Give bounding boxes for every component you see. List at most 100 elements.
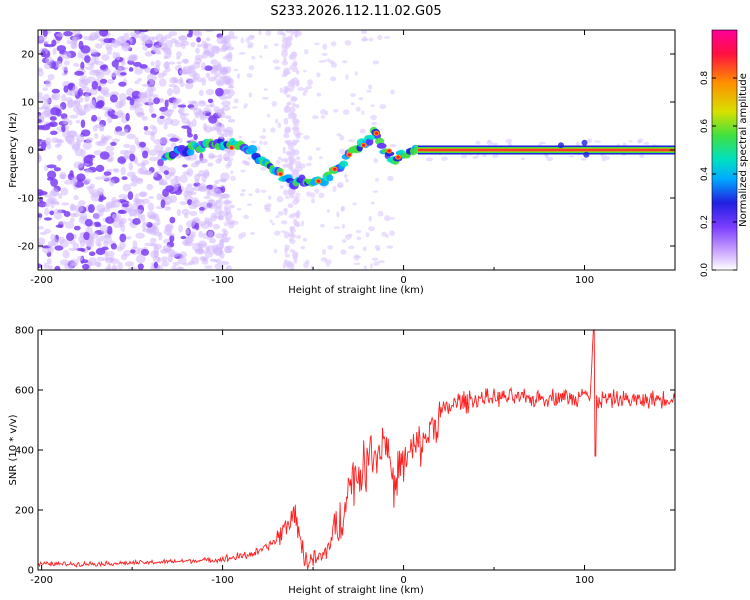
noise-blob [79, 212, 88, 221]
noise-blob [320, 223, 326, 228]
noise-blob [259, 140, 263, 145]
noise-blob [99, 151, 110, 160]
noise-blob [276, 30, 284, 36]
noise-blob [185, 228, 190, 235]
noise-blob [153, 243, 162, 250]
noise-blob [38, 189, 44, 197]
noise-blob [51, 39, 57, 47]
noise-blob [101, 106, 109, 111]
noise-blob [72, 242, 80, 251]
noise-blob [307, 79, 313, 86]
noise-blob [222, 105, 231, 112]
noise-blob [158, 78, 167, 87]
noise-blob [105, 251, 115, 257]
snr-panel: -200 -100 0 100 0 200 400 600 800 Height of stra… [8, 326, 676, 596]
noise-blob [112, 51, 118, 60]
noise-blob [67, 99, 74, 109]
noise-blob [136, 209, 141, 216]
noise-blob [207, 98, 214, 104]
noise-blob [187, 100, 198, 105]
noise-blob [160, 111, 169, 116]
noise-blob [361, 30, 368, 35]
noise-blob [290, 30, 294, 37]
noise-blob [339, 148, 346, 155]
noise-blob [204, 171, 210, 177]
noise-blob [284, 209, 288, 216]
noise-blob [118, 209, 125, 214]
noise-blob [208, 51, 215, 59]
noise-blob [164, 34, 173, 39]
noise-blob [123, 249, 132, 257]
noise-blob [352, 202, 357, 206]
noise-blob [263, 140, 268, 146]
noise-blob [181, 125, 191, 129]
noise-blob [373, 158, 378, 163]
noise-blob [105, 216, 115, 224]
noise-blob [294, 30, 299, 38]
noise-blob [158, 41, 165, 46]
noise-blob [114, 199, 121, 203]
noise-blob [291, 112, 297, 119]
noise-blob [214, 263, 223, 270]
noise-blob [295, 134, 301, 139]
noise-blob [153, 97, 160, 105]
noise-blob [248, 92, 253, 98]
noise-blob [156, 218, 161, 226]
noise-blob [105, 43, 112, 50]
noise-blob [51, 188, 59, 197]
noise-blob [229, 170, 234, 175]
noise-blob [142, 198, 150, 204]
noise-blob [294, 166, 300, 171]
noise-blob [116, 130, 125, 136]
noise-blob [170, 119, 180, 127]
noise-blob [135, 232, 145, 239]
noise-blob [637, 138, 644, 143]
noise-blob [594, 140, 601, 143]
noise-blob [128, 162, 134, 171]
noise-blob [140, 96, 148, 104]
noise-blob [194, 248, 201, 253]
noise-blob [38, 36, 45, 44]
noise-blob [73, 161, 84, 169]
noise-blob [277, 211, 284, 216]
noise-blob [38, 225, 44, 230]
noise-blob [81, 263, 90, 270]
noise-blob [216, 258, 222, 264]
noise-blob [127, 267, 138, 270]
noise-blob [215, 158, 222, 164]
noise-blob [42, 30, 48, 37]
colorbar-tick-label: 0.4 [700, 167, 710, 182]
noise-blob [304, 259, 310, 265]
noise-blob [53, 212, 63, 220]
noise-blob [204, 220, 210, 224]
noise-blob [43, 62, 52, 70]
noise-blob [240, 188, 246, 193]
noise-blob [62, 249, 70, 259]
noise-blob [368, 37, 374, 42]
noise-blob [150, 132, 155, 142]
noise-blob [306, 191, 312, 197]
noise-blob [208, 115, 218, 124]
noise-blob [326, 209, 330, 213]
noise-blob [126, 96, 132, 101]
noise-blob [54, 265, 61, 270]
noise-blob [85, 137, 94, 143]
noise-blob [370, 104, 375, 107]
noise-blob [161, 261, 170, 267]
noise-blob [99, 224, 109, 234]
noise-blob [135, 177, 144, 185]
noise-blob [201, 51, 209, 59]
signal-core [333, 167, 337, 171]
noise-blob [110, 141, 117, 147]
noise-blob [240, 192, 245, 197]
noise-blob [61, 65, 69, 72]
noise-blob [137, 77, 142, 82]
noise-blob [71, 141, 81, 150]
noise-blob [287, 139, 292, 145]
noise-blob [143, 125, 149, 131]
noise-blob [80, 86, 90, 92]
noise-blob [241, 231, 247, 238]
noise-blob [157, 158, 164, 167]
noise-blob [218, 196, 223, 203]
noise-blob [207, 230, 214, 238]
